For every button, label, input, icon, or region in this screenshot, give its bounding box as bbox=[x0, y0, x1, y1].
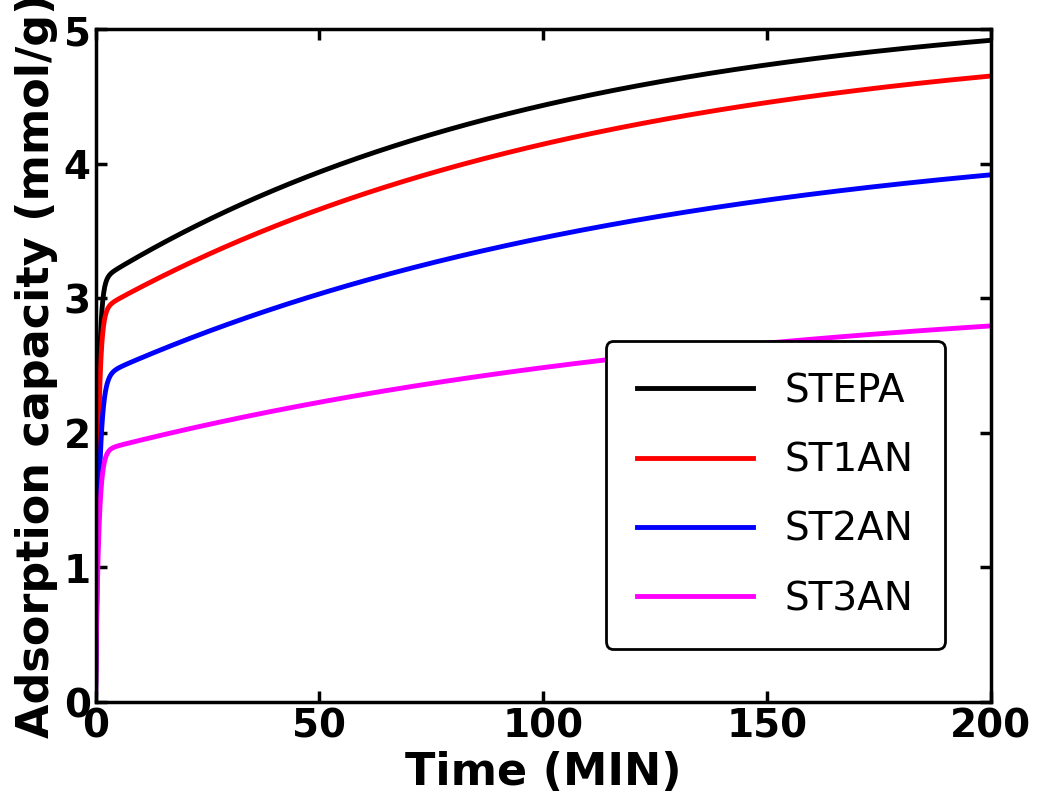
ST3AN bbox=[672, 347, 684, 357]
ST2AN bbox=[89, 696, 101, 706]
Legend: STEPA, ST1AN, ST2AN, ST3AN: STEPA, ST1AN, ST2AN, ST3AN bbox=[606, 341, 945, 649]
Y-axis label: Adsorption capacity (mmol/g): Adsorption capacity (mmol/g) bbox=[15, 0, 58, 738]
ST1AN bbox=[89, 696, 101, 706]
ST2AN bbox=[984, 170, 997, 180]
ST1AN bbox=[825, 90, 838, 99]
STEPA bbox=[252, 192, 265, 202]
ST3AN bbox=[431, 378, 444, 388]
X-axis label: Time (MIN): Time (MIN) bbox=[405, 750, 681, 793]
STEPA bbox=[825, 53, 838, 62]
STEPA bbox=[757, 61, 770, 71]
ST1AN bbox=[431, 167, 444, 177]
ST3AN bbox=[626, 352, 638, 362]
STEPA bbox=[626, 82, 638, 92]
ST2AN bbox=[431, 257, 444, 267]
Line: ST1AN: ST1AN bbox=[95, 77, 991, 701]
ST1AN bbox=[984, 72, 997, 82]
STEPA bbox=[89, 696, 101, 706]
ST2AN bbox=[626, 217, 638, 226]
ST1AN bbox=[626, 121, 638, 131]
ST2AN bbox=[672, 209, 684, 219]
ST3AN bbox=[89, 696, 101, 706]
ST3AN bbox=[984, 322, 997, 331]
STEPA bbox=[672, 74, 684, 84]
ST3AN bbox=[825, 333, 838, 343]
ST3AN bbox=[757, 339, 770, 349]
ST2AN bbox=[252, 309, 265, 319]
ST3AN bbox=[252, 410, 265, 419]
STEPA bbox=[984, 36, 997, 46]
Line: ST2AN: ST2AN bbox=[95, 175, 991, 701]
ST2AN bbox=[757, 196, 770, 206]
ST1AN bbox=[252, 229, 265, 238]
ST2AN bbox=[825, 187, 838, 197]
Line: STEPA: STEPA bbox=[95, 41, 991, 701]
Line: ST3AN: ST3AN bbox=[95, 326, 991, 701]
STEPA bbox=[431, 128, 444, 138]
ST1AN bbox=[757, 99, 770, 108]
ST1AN bbox=[672, 112, 684, 122]
